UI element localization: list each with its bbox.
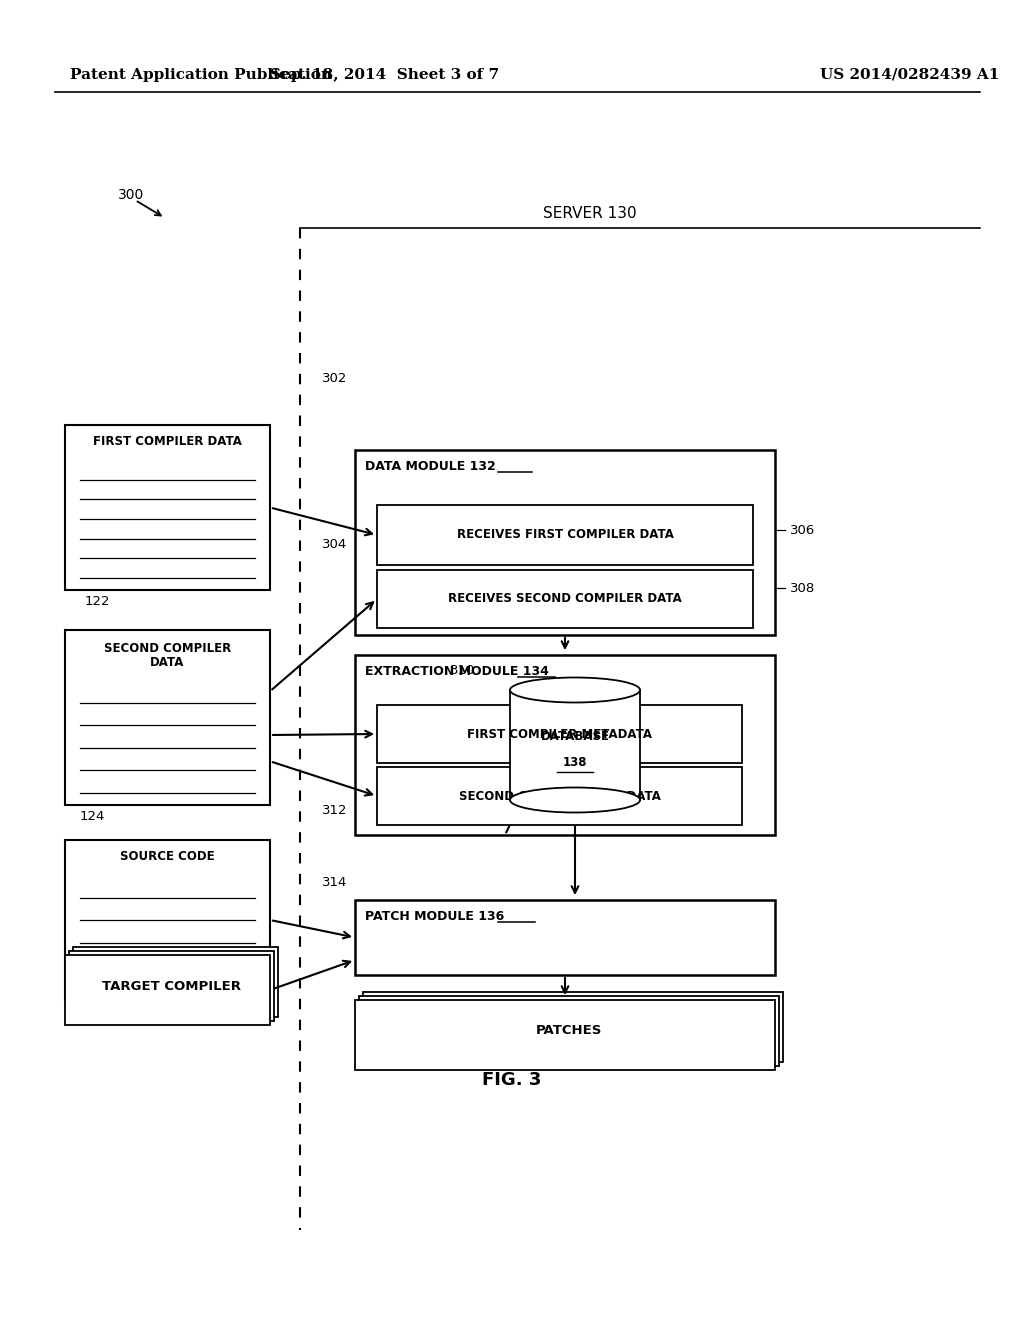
- Text: 308: 308: [790, 582, 815, 594]
- Bar: [377, 570, 753, 628]
- Bar: [359, 997, 779, 1067]
- Text: 402: 402: [70, 1005, 95, 1018]
- Bar: [65, 425, 270, 590]
- Text: PATCH MODULE 136: PATCH MODULE 136: [365, 909, 504, 923]
- Text: 304: 304: [322, 539, 347, 552]
- Text: 138: 138: [563, 756, 587, 770]
- Text: RECEIVES FIRST COMPILER DATA: RECEIVES FIRST COMPILER DATA: [457, 528, 674, 541]
- Bar: [355, 655, 775, 836]
- Text: Sep. 18, 2014  Sheet 3 of 7: Sep. 18, 2014 Sheet 3 of 7: [270, 69, 500, 82]
- Text: 122: 122: [85, 595, 111, 609]
- Text: TARGET COMPILER: TARGET COMPILER: [102, 979, 241, 993]
- Bar: [65, 630, 270, 805]
- Text: FIG. 3: FIG. 3: [482, 1071, 542, 1089]
- Bar: [362, 993, 783, 1063]
- Bar: [510, 690, 640, 800]
- Bar: [65, 840, 270, 1001]
- Bar: [377, 767, 742, 825]
- Text: FIRST COMPILER METADATA: FIRST COMPILER METADATA: [467, 727, 652, 741]
- Text: 310: 310: [450, 664, 475, 676]
- Bar: [355, 450, 775, 635]
- Text: DATA MODULE 132: DATA MODULE 132: [365, 459, 496, 473]
- Bar: [73, 946, 278, 1016]
- Ellipse shape: [510, 677, 640, 702]
- Bar: [377, 506, 753, 565]
- Text: 302: 302: [322, 371, 347, 384]
- Text: FIRST COMPILER DATA: FIRST COMPILER DATA: [93, 436, 242, 447]
- Text: DATA: DATA: [151, 656, 184, 669]
- Bar: [69, 950, 274, 1020]
- Text: 300: 300: [118, 187, 144, 202]
- Text: SERVER 130: SERVER 130: [543, 206, 637, 220]
- Bar: [355, 900, 775, 975]
- Text: PATCHES: PATCHES: [536, 1024, 602, 1038]
- Text: SECOND COMPILER: SECOND COMPILER: [103, 642, 231, 655]
- Text: RECEIVES SECOND COMPILER DATA: RECEIVES SECOND COMPILER DATA: [449, 593, 682, 606]
- Text: DATABASE: DATABASE: [541, 730, 609, 743]
- Text: 312: 312: [322, 804, 347, 817]
- Bar: [65, 954, 270, 1026]
- Ellipse shape: [510, 788, 640, 813]
- Text: SOURCE CODE: SOURCE CODE: [120, 850, 215, 863]
- Text: EXTRACTION MODULE 134: EXTRACTION MODULE 134: [365, 665, 549, 678]
- Text: Patent Application Publication: Patent Application Publication: [70, 69, 332, 82]
- Text: 306: 306: [790, 524, 815, 536]
- Bar: [355, 1001, 775, 1071]
- Bar: [377, 705, 742, 763]
- Text: 314: 314: [322, 875, 347, 888]
- Text: 124: 124: [80, 810, 105, 822]
- Text: US 2014/0282439 A1: US 2014/0282439 A1: [820, 69, 999, 82]
- Text: SECOND COMPILER METADATA: SECOND COMPILER METADATA: [459, 789, 660, 803]
